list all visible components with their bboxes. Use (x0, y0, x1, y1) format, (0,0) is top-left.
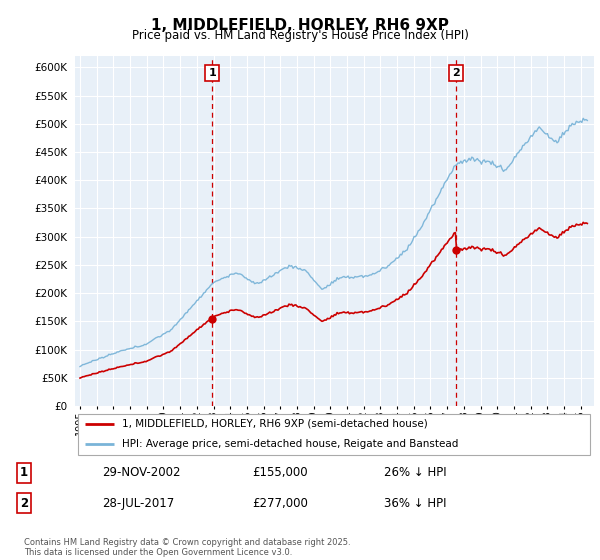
Text: 1: 1 (208, 68, 216, 78)
Text: 1: 1 (20, 466, 28, 479)
Text: 29-NOV-2002: 29-NOV-2002 (102, 466, 181, 479)
Text: £155,000: £155,000 (252, 466, 308, 479)
Text: 2: 2 (452, 68, 460, 78)
Text: Contains HM Land Registry data © Crown copyright and database right 2025.
This d: Contains HM Land Registry data © Crown c… (24, 538, 350, 557)
FancyBboxPatch shape (77, 414, 590, 455)
Text: £277,000: £277,000 (252, 497, 308, 510)
Text: HPI: Average price, semi-detached house, Reigate and Banstead: HPI: Average price, semi-detached house,… (122, 439, 458, 449)
Text: 26% ↓ HPI: 26% ↓ HPI (384, 466, 446, 479)
Text: 2: 2 (20, 497, 28, 510)
Text: 1, MIDDLEFIELD, HORLEY, RH6 9XP (semi-detached house): 1, MIDDLEFIELD, HORLEY, RH6 9XP (semi-de… (122, 419, 427, 428)
Text: 1, MIDDLEFIELD, HORLEY, RH6 9XP: 1, MIDDLEFIELD, HORLEY, RH6 9XP (151, 18, 449, 33)
Text: 36% ↓ HPI: 36% ↓ HPI (384, 497, 446, 510)
Text: 28-JUL-2017: 28-JUL-2017 (102, 497, 174, 510)
Text: Price paid vs. HM Land Registry's House Price Index (HPI): Price paid vs. HM Land Registry's House … (131, 29, 469, 42)
